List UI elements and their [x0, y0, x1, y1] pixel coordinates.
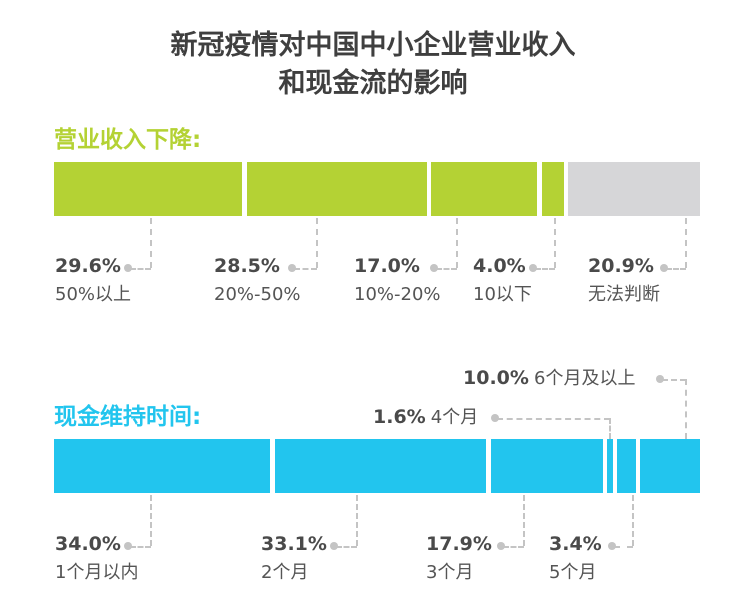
cash-category-label: 5个月: [549, 562, 597, 583]
cash-bar-segment-2-months: [275, 439, 486, 493]
cash-category-label: 6个月及以上: [534, 368, 636, 389]
revenue-value-label: 20.9%: [588, 255, 654, 277]
connector: [356, 495, 358, 546]
connector: [685, 379, 687, 439]
connector: [316, 218, 318, 268]
cash-category-label: 4个月: [430, 407, 479, 428]
revenue-category-label: 无法判断: [588, 284, 660, 305]
connector-dot: [608, 542, 616, 550]
connector: [523, 495, 525, 546]
connector: [554, 218, 556, 268]
connector: [150, 218, 152, 268]
cash-bar-segment-1-month: [54, 439, 270, 493]
connector: [150, 495, 152, 546]
connector: [685, 218, 687, 268]
cash-value-label: 33.1%: [261, 533, 327, 555]
connector-dot: [330, 542, 338, 550]
cash-value-label: 1.6%: [373, 406, 426, 428]
cash-category-label: 2个月: [261, 562, 309, 583]
cash-bar-segment-6-plus-months: [640, 439, 700, 493]
cash-bar-segment-3-months: [491, 439, 603, 493]
connector-dot: [124, 542, 132, 550]
chart-title-line1: 新冠疫情对中国中小企业营业收入: [170, 30, 576, 61]
connector: [497, 418, 610, 420]
connector-dot: [660, 264, 668, 272]
cash-bar-segment-4-months: [607, 439, 613, 493]
revenue-category-label: 20%-50%: [214, 284, 301, 305]
revenue-value-label: 4.0%: [473, 255, 526, 277]
chart-title-line2: 和现金流的影响: [278, 68, 468, 99]
revenue-value-label: 28.5%: [214, 255, 280, 277]
connector: [609, 418, 611, 439]
revenue-category-label: 50%以上: [55, 284, 132, 305]
revenue-value-label: 29.6%: [55, 255, 121, 277]
connector-dot: [288, 264, 296, 272]
connector: [535, 268, 555, 270]
revenue-bar-segment-unknown: [568, 162, 700, 216]
cash-category-label: 3个月: [426, 562, 474, 583]
revenue-bar-segment-10-20: [431, 162, 537, 216]
revenue-bar-segment-50-plus: [54, 162, 242, 216]
connector: [666, 268, 686, 270]
connector: [130, 546, 151, 548]
connector-dot: [124, 264, 132, 272]
connector-dot: [491, 414, 499, 422]
connector-dot: [529, 264, 537, 272]
connector: [503, 546, 524, 548]
connector: [662, 379, 686, 381]
cash-label-6-plus-months: 10.0% 6个月及以上: [463, 367, 635, 390]
connector-dot: [656, 375, 664, 383]
cash-value-label: 3.4%: [549, 533, 602, 555]
connector: [294, 268, 317, 270]
revenue-bar-segment-under-10: [542, 162, 564, 216]
revenue-bar-segment-20-50: [247, 162, 427, 216]
cash-bar-segment-5-months: [617, 439, 636, 493]
connector-dot: [430, 264, 438, 272]
cash-section-label: 现金维持时间:: [54, 404, 202, 430]
connector: [632, 495, 634, 546]
cash-label-4-months: 1.6% 4个月: [373, 406, 478, 429]
cash-category-label: 1个月以内: [55, 562, 139, 583]
connector: [130, 268, 151, 270]
cash-value-label: 34.0%: [55, 533, 121, 555]
revenue-section-label: 营业收入下降:: [54, 127, 202, 153]
revenue-category-label: 10%-20%: [354, 284, 441, 305]
cash-value-label: 17.9%: [426, 533, 492, 555]
connector: [336, 546, 357, 548]
revenue-value-label: 17.0%: [354, 255, 420, 277]
connector-dot: [497, 542, 505, 550]
connector: [436, 268, 457, 270]
connector: [614, 546, 633, 548]
revenue-category-label: 10以下: [473, 284, 532, 305]
cash-value-label: 10.0%: [463, 367, 529, 389]
connector: [456, 218, 458, 268]
